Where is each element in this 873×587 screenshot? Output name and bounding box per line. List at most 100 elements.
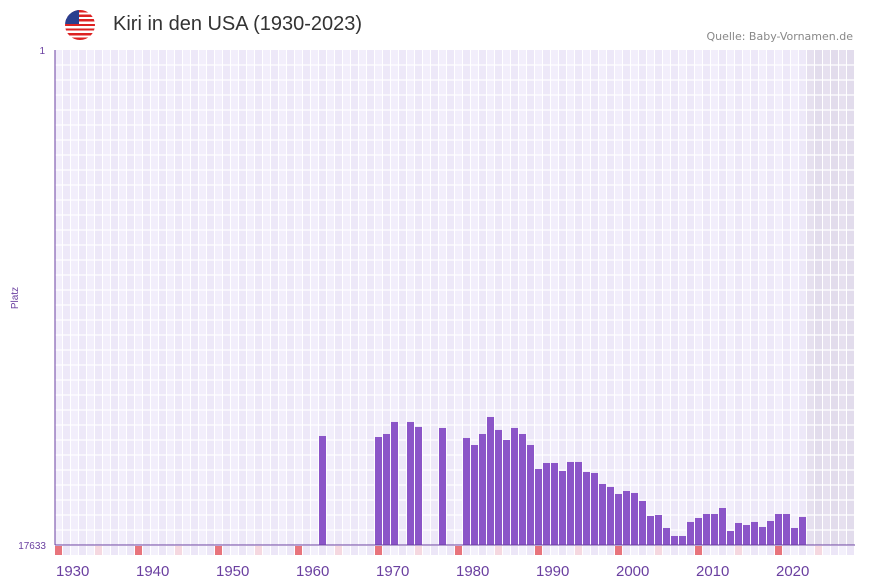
- year-marker: [479, 546, 486, 555]
- year-marker: [807, 546, 814, 555]
- grid-column: [807, 50, 815, 545]
- year-marker: [87, 546, 94, 555]
- grid-column: [135, 50, 143, 545]
- grid-column: [335, 50, 343, 545]
- year-marker: [623, 546, 630, 555]
- year-marker: [719, 546, 726, 555]
- grid-column: [383, 50, 391, 545]
- x-tick-label: 1950: [216, 563, 249, 580]
- grid-column: [175, 50, 183, 545]
- bar-1983: [479, 433, 486, 545]
- bar-2022: [791, 527, 798, 545]
- year-marker: [183, 546, 190, 555]
- grid-column: [551, 50, 559, 545]
- year-marker: [423, 546, 430, 555]
- bar-1990: [535, 469, 542, 545]
- bar-2016: [743, 525, 750, 545]
- year-marker: [783, 546, 790, 555]
- x-tick-label: 1980: [456, 563, 489, 580]
- year-marker: [279, 546, 286, 555]
- grid-column: [735, 50, 743, 545]
- bar-2014: [727, 530, 734, 545]
- year-marker: [727, 546, 734, 555]
- year-marker: [799, 546, 806, 555]
- grid-column: [479, 50, 487, 545]
- year-marker: [191, 546, 198, 555]
- year-marker: [631, 546, 638, 555]
- grid-column: [727, 50, 735, 545]
- y-tick-label: 1: [39, 46, 45, 57]
- grid-column: [831, 50, 839, 545]
- grid-column: [687, 50, 695, 545]
- year-marker: [95, 546, 102, 555]
- grid-column: [255, 50, 263, 545]
- grid-column: [535, 50, 543, 545]
- grid-column: [279, 50, 287, 545]
- year-marker: [615, 546, 622, 555]
- year-marker: [103, 546, 110, 555]
- grid-column: [151, 50, 159, 545]
- grid-column: [239, 50, 247, 545]
- year-marker: [775, 546, 782, 555]
- grid-column: [447, 50, 455, 545]
- grid-column: [87, 50, 95, 545]
- grid-column: [471, 50, 479, 545]
- bar-1996: [583, 472, 590, 545]
- grid-column: [679, 50, 687, 545]
- year-marker: [439, 546, 446, 555]
- grid-column: [199, 50, 207, 545]
- bar-1994: [567, 461, 574, 545]
- year-marker: [111, 546, 118, 555]
- year-marker: [159, 546, 166, 555]
- year-marker: [295, 546, 302, 555]
- year-marker: [743, 546, 750, 555]
- bar-2023: [799, 517, 806, 545]
- bar-1989: [527, 445, 534, 545]
- year-marker: [447, 546, 454, 555]
- year-marker: [407, 546, 414, 555]
- grid-column: [759, 50, 767, 545]
- grid-column: [79, 50, 87, 545]
- x-tick-label: 2020: [776, 563, 809, 580]
- bar-1986: [503, 440, 510, 545]
- year-marker: [671, 546, 678, 555]
- grid-column: [743, 50, 751, 545]
- grid-column: [527, 50, 535, 545]
- grid-column: [159, 50, 167, 545]
- year-marker: [239, 546, 246, 555]
- grid-column: [191, 50, 199, 545]
- year-marker: [503, 546, 510, 555]
- grid-column: [231, 50, 239, 545]
- year-marker: [311, 546, 318, 555]
- year-marker: [431, 546, 438, 555]
- grid-column: [295, 50, 303, 545]
- grid-column: [271, 50, 279, 545]
- year-marker: [263, 546, 270, 555]
- year-marker: [359, 546, 366, 555]
- year-marker: [495, 546, 502, 555]
- bar-1971: [383, 433, 390, 545]
- x-tick-label: 1930: [56, 563, 89, 580]
- grid-column: [119, 50, 127, 545]
- year-marker: [487, 546, 494, 555]
- grid-column: [823, 50, 831, 545]
- grid-column: [591, 50, 599, 545]
- year-marker: [687, 546, 694, 555]
- grid-column: [463, 50, 471, 545]
- year-marker: [319, 546, 326, 555]
- year-marker: [127, 546, 134, 555]
- source-link[interactable]: Quelle: Baby-Vornamen.de: [706, 30, 853, 43]
- x-tick-label: 1970: [376, 563, 409, 580]
- year-marker: [847, 546, 854, 555]
- grid-column: [103, 50, 111, 545]
- year-marker: [767, 546, 774, 555]
- grid-column: [847, 50, 855, 545]
- grid-column: [183, 50, 191, 545]
- bar-1993: [559, 470, 566, 545]
- x-tick-label: 2010: [696, 563, 729, 580]
- grid-column: [375, 50, 383, 545]
- year-marker: [207, 546, 214, 555]
- grid-column: [407, 50, 415, 545]
- year-marker: [543, 546, 550, 555]
- bar-1982: [471, 445, 478, 545]
